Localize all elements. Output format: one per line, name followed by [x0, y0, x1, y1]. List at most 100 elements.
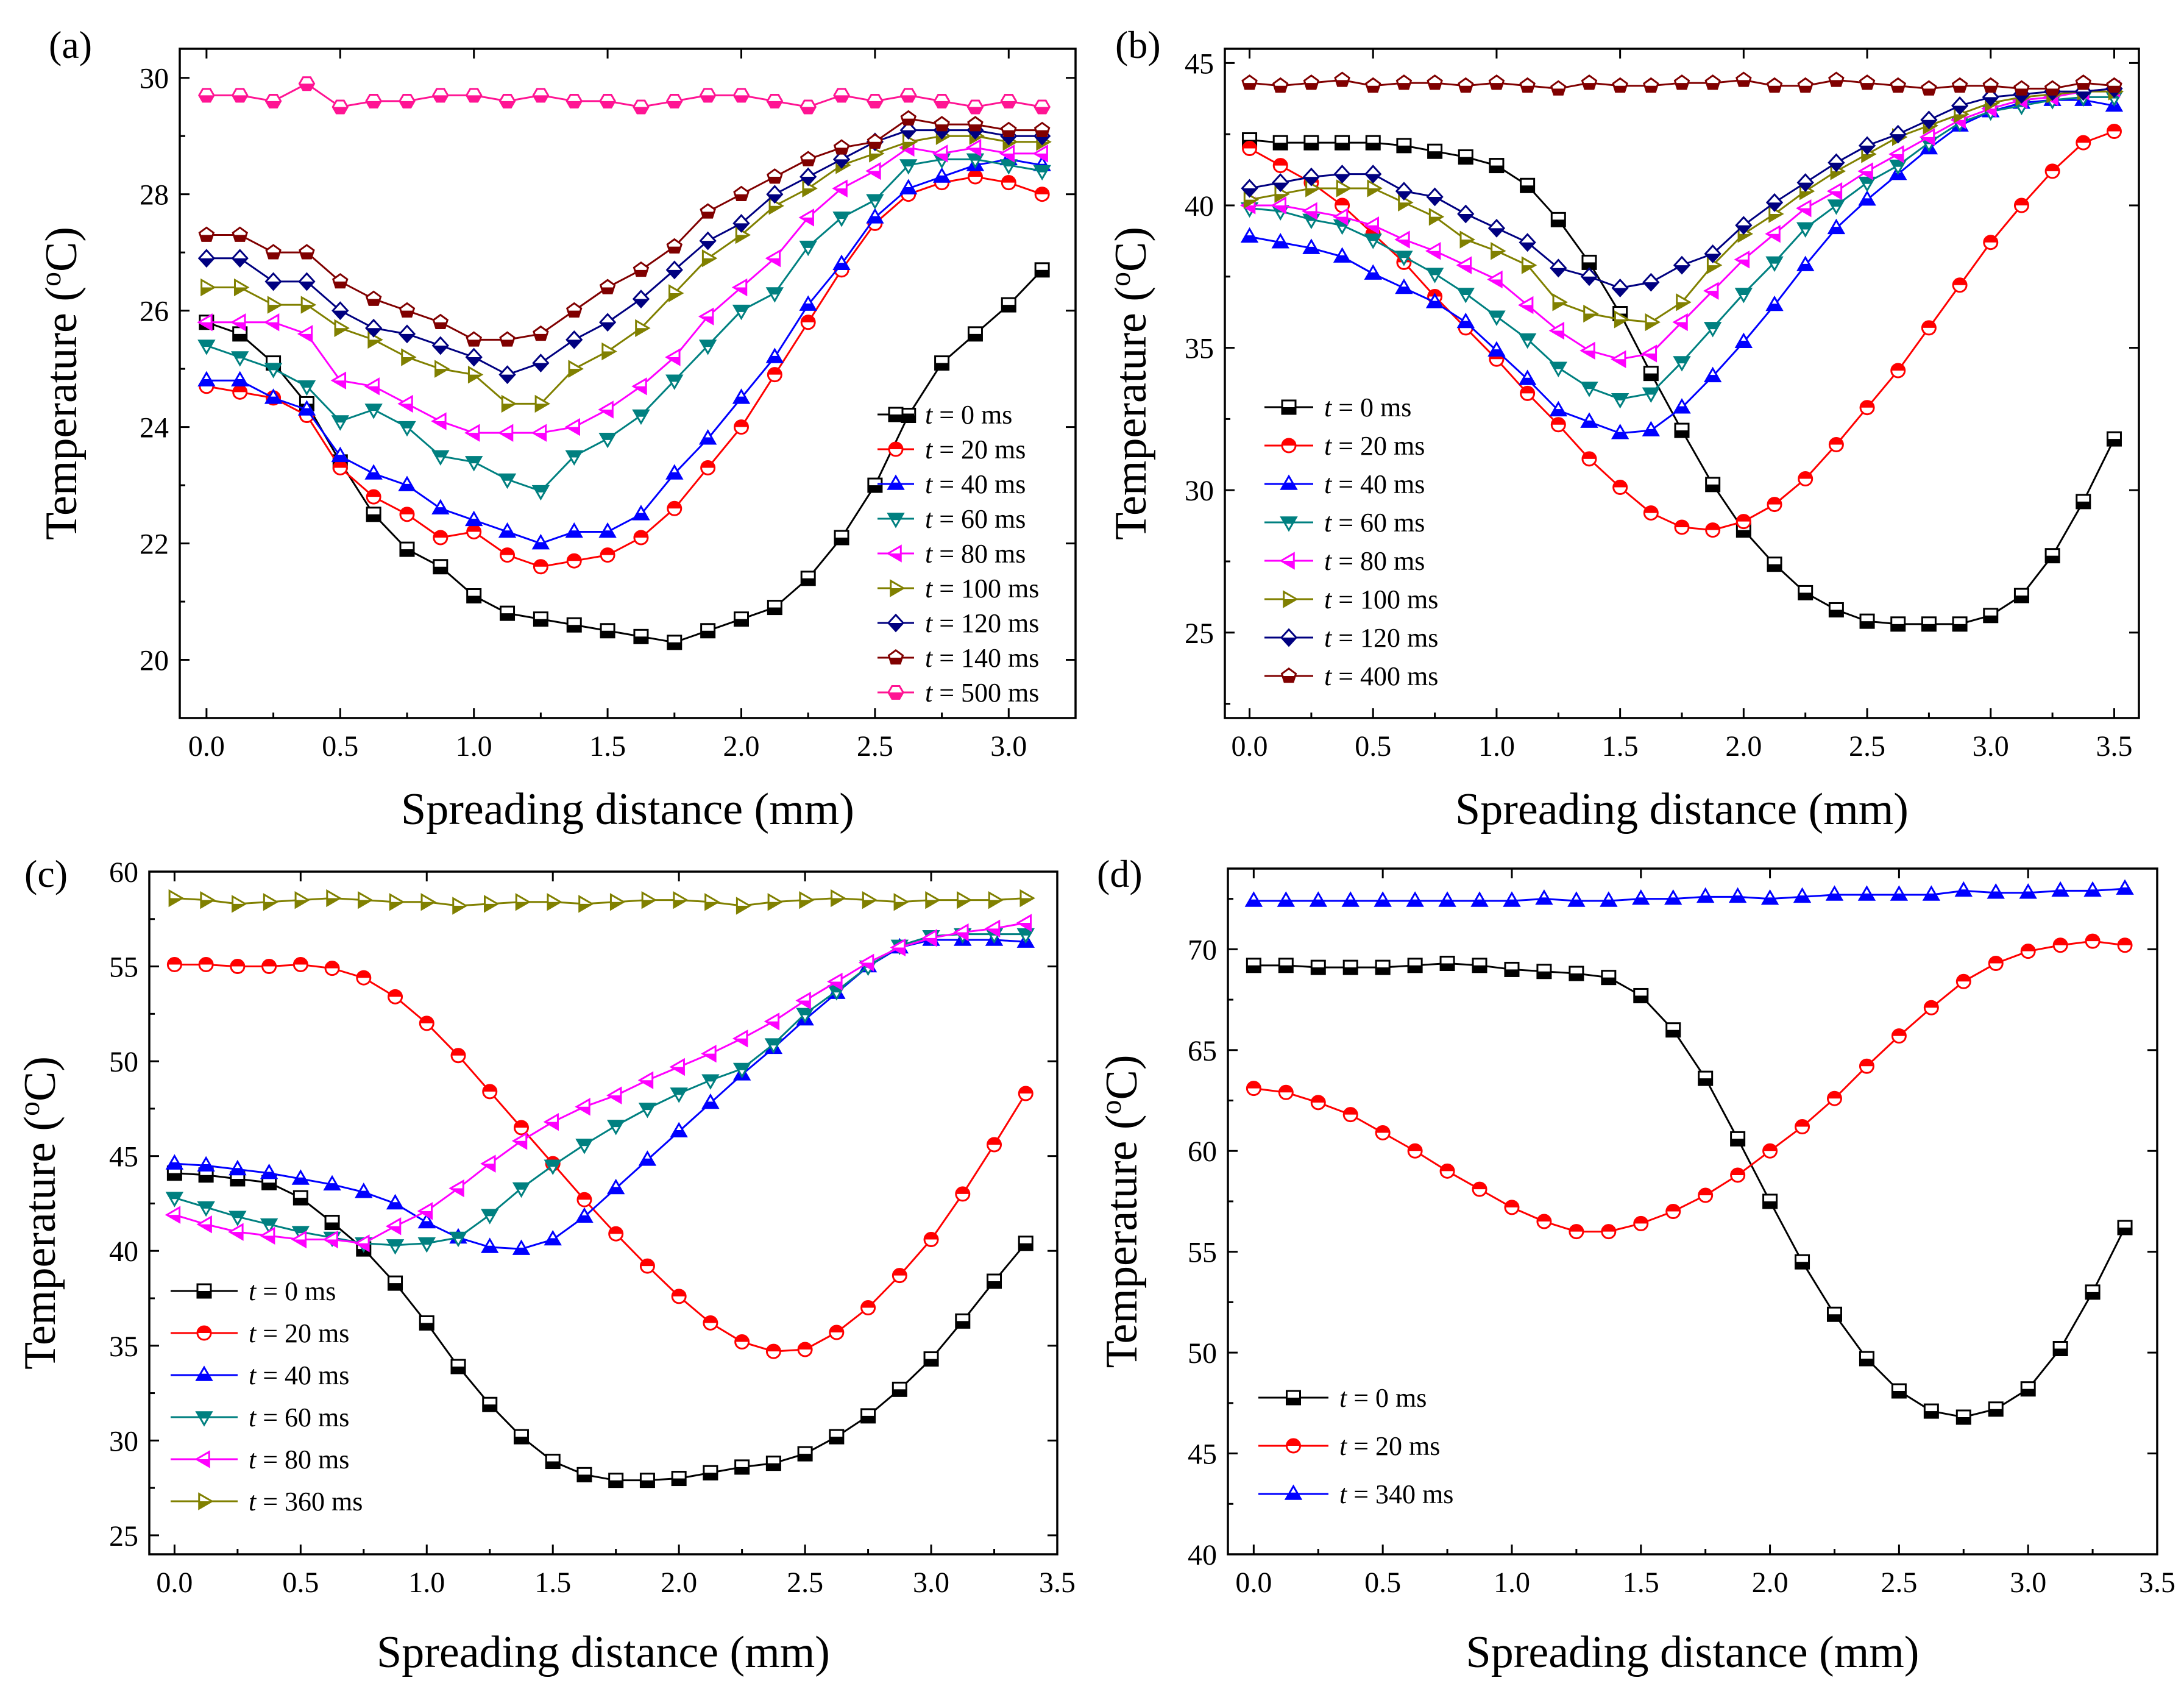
data-point-fill	[1520, 84, 1535, 92]
data-point-fill	[500, 474, 515, 481]
data-point-fill	[800, 900, 813, 908]
legend-entry: t = 400 ms	[1324, 661, 1438, 691]
legend-entry: t = 100 ms	[925, 574, 1039, 603]
data-point-fill	[1458, 321, 1473, 327]
y-axis-label: Temperature (oC)	[1095, 1055, 1147, 1368]
y-axis-label-part: Temperature (	[15, 1116, 65, 1370]
data-point-fill	[734, 1038, 747, 1046]
data-point-fill	[230, 1211, 245, 1218]
data-point-fill	[1829, 227, 1844, 233]
data-point-fill	[611, 901, 624, 909]
data-point-fill	[433, 345, 448, 354]
x-tick-label: 0.5	[322, 730, 358, 763]
data-point-fill	[1505, 969, 1519, 976]
data-point-fill	[600, 101, 615, 108]
data-point-fill	[420, 1016, 434, 1023]
data-point-fill	[232, 903, 246, 911]
data-point-fill	[639, 1080, 653, 1088]
series-line	[206, 158, 1043, 492]
y-tick-label: 20	[140, 645, 169, 677]
series-0-ms	[1242, 132, 2122, 632]
data-point-fill	[1767, 233, 1780, 241]
data-point-fill	[1536, 897, 1552, 904]
data-point-fill	[420, 1323, 434, 1330]
data-point-fill	[433, 320, 448, 329]
data-point-fill	[733, 287, 746, 295]
data-point-fill	[1860, 1059, 1874, 1067]
data-point-fill	[640, 1259, 654, 1267]
data-point-fill	[1989, 956, 2003, 964]
data-point-fill	[265, 322, 278, 330]
data-point-fill	[1862, 154, 1875, 162]
legend-entry-value: = 60 ms	[256, 1403, 349, 1432]
data-point-fill	[1643, 428, 1659, 436]
y-tick-label: 55	[1188, 1237, 1217, 1269]
data-point-fill	[1984, 615, 1998, 622]
data-point-fill	[767, 1463, 781, 1470]
data-point-fill	[634, 636, 648, 644]
data-point-fill	[801, 107, 816, 113]
data-point-fill	[1021, 898, 1034, 906]
data-point-fill	[1569, 899, 1584, 906]
data-point-fill	[2046, 555, 2060, 563]
series-line	[206, 176, 1043, 568]
data-point-fill	[1829, 610, 1843, 617]
data-point-fill	[1376, 967, 1390, 975]
data-point-fill	[467, 596, 481, 603]
data-point-fill	[642, 900, 656, 908]
data-point-fill	[433, 531, 447, 538]
data-point-fill	[1705, 254, 1720, 262]
y-axis-label-superscript: o	[1104, 272, 1136, 286]
data-point-fill	[1705, 375, 1720, 382]
data-point-fill	[294, 1198, 308, 1205]
data-point-fill	[967, 148, 980, 155]
data-point-fill	[2021, 1389, 2035, 1396]
data-point-fill	[1581, 350, 1595, 358]
data-point-fill	[261, 1219, 277, 1226]
x-tick-label: 0.0	[1232, 730, 1268, 763]
data-point-fill	[1957, 975, 1971, 982]
y-axis-label-part: Temperature (	[1106, 286, 1156, 540]
data-point-fill	[1396, 251, 1412, 258]
data-point-fill	[1519, 305, 1533, 313]
series-line	[174, 922, 1026, 1245]
data-point-fill	[672, 1130, 687, 1137]
data-point-fill	[1767, 304, 1782, 310]
data-point-fill	[1769, 213, 1782, 222]
data-point-fill	[1282, 407, 1296, 414]
data-point-fill	[324, 1239, 338, 1247]
data-point-fill	[770, 205, 782, 213]
data-point-fill	[1890, 154, 1903, 162]
legend-entry-value: = 20 ms	[1331, 431, 1425, 461]
data-point-fill	[956, 1321, 970, 1328]
data-point-fill	[2118, 938, 2132, 945]
data-point-fill	[1634, 1217, 1648, 1224]
data-point-fill	[987, 1281, 1001, 1288]
legend-entry-value: = 40 ms	[1331, 469, 1425, 499]
legend-entry-var: t	[1324, 623, 1333, 653]
data-point-fill	[1489, 228, 1505, 236]
data-point-fill	[2021, 944, 2035, 951]
data-point-fill	[956, 1187, 970, 1194]
data-point-fill	[1242, 188, 1257, 197]
data-point-fill	[1953, 278, 1967, 285]
data-point-fill	[1983, 97, 1998, 105]
series-line	[174, 897, 1026, 907]
data-point-fill	[567, 340, 582, 348]
data-point-fill	[1674, 322, 1687, 330]
data-point-fill	[1441, 1164, 1455, 1172]
data-point-fill	[1674, 357, 1690, 364]
data-point-fill	[467, 525, 481, 532]
data-point-fill	[1550, 330, 1564, 338]
data-point-fill	[868, 140, 882, 148]
legend-entry: t = 40 ms	[249, 1360, 349, 1390]
legend-entry: t = 80 ms	[249, 1445, 349, 1474]
data-point-fill	[199, 958, 213, 965]
y-axis-label-superscript: o	[13, 1101, 46, 1116]
data-point-fill	[867, 216, 882, 223]
data-point-fill	[703, 1101, 718, 1108]
data-point-fill	[1921, 119, 1937, 129]
data-point-fill	[579, 903, 592, 911]
data-point-fill	[545, 1238, 561, 1245]
series-120-ms	[197, 121, 1051, 385]
